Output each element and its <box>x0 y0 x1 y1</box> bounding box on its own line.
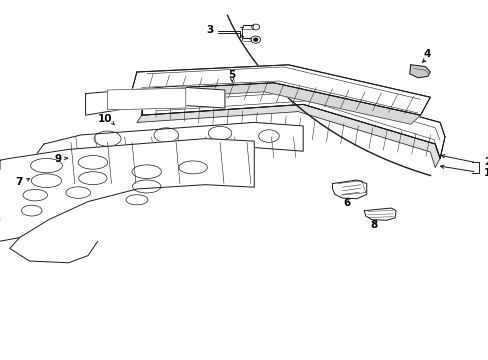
Polygon shape <box>332 180 366 199</box>
Text: 9: 9 <box>54 154 61 164</box>
Text: 3: 3 <box>206 24 213 35</box>
Polygon shape <box>132 83 420 124</box>
Text: 5: 5 <box>228 70 235 80</box>
Text: 4: 4 <box>422 49 430 59</box>
Polygon shape <box>85 86 224 115</box>
Polygon shape <box>364 208 395 220</box>
Polygon shape <box>132 65 429 115</box>
Text: 1: 1 <box>483 168 488 178</box>
Polygon shape <box>142 86 444 158</box>
Text: 7: 7 <box>15 177 22 187</box>
Polygon shape <box>0 139 254 241</box>
Polygon shape <box>409 65 429 78</box>
Text: 2: 2 <box>483 157 488 167</box>
Polygon shape <box>29 122 303 169</box>
Text: 6: 6 <box>343 198 350 208</box>
Text: 8: 8 <box>370 220 377 230</box>
Polygon shape <box>107 88 185 110</box>
Text: 10: 10 <box>98 114 112 124</box>
Circle shape <box>253 38 257 41</box>
Polygon shape <box>137 104 439 167</box>
